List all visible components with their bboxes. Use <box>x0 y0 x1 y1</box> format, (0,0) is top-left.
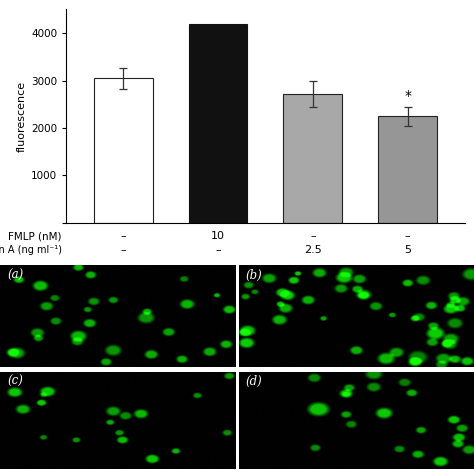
Text: 10: 10 <box>211 231 225 241</box>
Text: *: * <box>404 89 411 103</box>
Bar <box>378 116 437 223</box>
Y-axis label: fluorescence: fluorescence <box>17 81 27 152</box>
Text: –: – <box>120 231 126 241</box>
Text: 5: 5 <box>404 245 411 255</box>
Bar <box>283 94 342 223</box>
Text: –: – <box>310 231 316 241</box>
Text: –: – <box>120 245 126 255</box>
Bar <box>189 24 247 223</box>
Bar <box>94 78 153 223</box>
Text: activin A (ng ml⁻¹): activin A (ng ml⁻¹) <box>0 245 62 255</box>
Text: (a): (a) <box>7 268 23 282</box>
Text: 2.5: 2.5 <box>304 245 322 255</box>
Text: (c): (c) <box>7 375 23 388</box>
Text: (b): (b) <box>246 268 263 282</box>
Text: (d): (d) <box>246 375 263 388</box>
Text: –: – <box>215 245 221 255</box>
Text: –: – <box>405 231 410 241</box>
Text: FMLP (nM): FMLP (nM) <box>8 231 62 241</box>
